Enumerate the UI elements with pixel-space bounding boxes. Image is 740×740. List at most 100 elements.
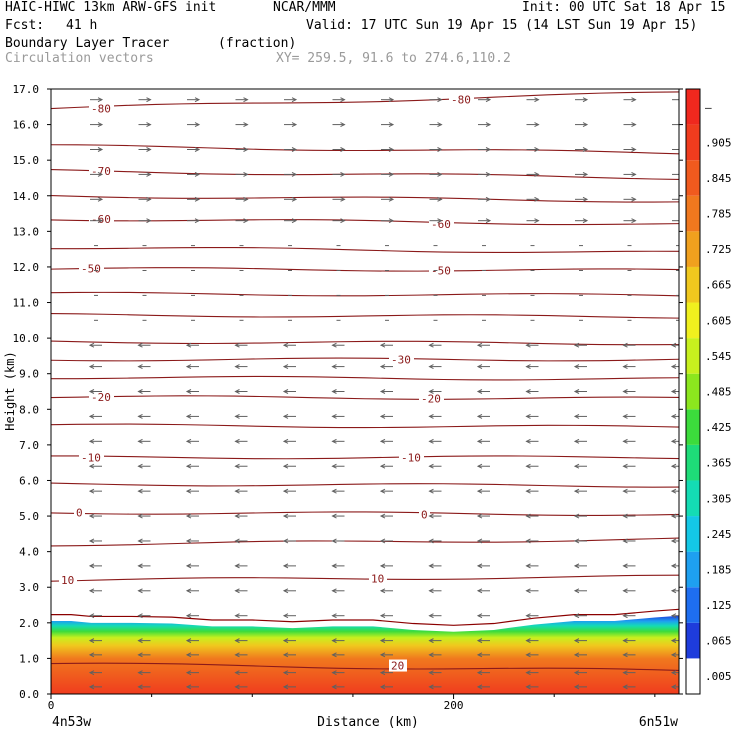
colorbar-label: .545 [705,350,732,363]
wind-vector-head [476,652,483,658]
y-tick-label: 16.0 [13,119,40,132]
wind-vector-head [525,364,531,370]
wind-vector-head [291,147,298,152]
wind-vector-head [525,538,531,544]
wind-vector-head [88,588,95,594]
wind-vector-head [137,670,143,676]
colorbar-swatch [686,160,700,196]
wind-vector-head [185,463,192,469]
wind-vector-head [525,438,531,444]
wind-vector-head [379,463,386,469]
wind-vector-head [97,218,104,224]
isotherm-line [51,423,679,429]
wind-vector-head [331,563,337,569]
wind-vector-head [525,413,531,419]
wind-vector-head [137,438,143,444]
wind-vector-head [137,563,143,569]
wind-vector-head [476,684,483,690]
wind-vector-head [379,513,386,519]
wind-vector-head [525,670,531,676]
wind-vector-head [282,638,289,644]
wind-vector-head [379,364,386,370]
y-tick-label: 12.0 [13,261,40,274]
wind-vector-head [573,684,580,690]
wind-vector-head [631,122,637,128]
wind-vector-head [573,613,580,619]
isotherm-label-bg [89,102,114,115]
wind-vector-head [88,652,95,658]
isotherm-label-bg [429,218,454,231]
wind-vector-head [476,513,483,519]
y-axis-label: Height (km) [3,351,17,430]
y-tick-label: 6.0 [19,474,39,487]
wind-vector-head [525,488,531,494]
wind-vector-head [670,463,677,469]
wind-vector-head [234,364,240,370]
wind-vector-head [485,218,492,224]
plot-frame [50,88,680,695]
wind-vector-head [88,638,95,644]
isotherm-label-bg [389,353,414,366]
wind-vector-head [97,147,104,152]
colorbar: .005 .065 .125 .185 .245 .305 .365 .425 .485 .545… [685,88,732,695]
wind-vector-head [622,588,628,594]
y-tick-label: 8.0 [19,403,39,416]
wind-vector-head [476,613,483,619]
isotherm-line [51,482,679,488]
tracer-shading [51,615,679,694]
wind-vector-head [88,413,95,419]
wind-vector-head [340,97,346,103]
wind-vector-head [340,218,346,224]
x-tick-label: 200 [444,699,464,712]
wind-vector-head [185,613,192,619]
wind-vector-head [573,638,580,644]
wind-vector-head [185,563,192,569]
wind-vector-head [185,413,192,419]
wind-vector-head [331,463,337,469]
wind-vector-head [525,389,531,394]
wind-vector-head [331,670,337,676]
colorbar-swatch [686,551,700,588]
wind-vector-head [185,638,192,644]
colorbar-label: .005 [705,670,732,683]
wind-vector-head [243,218,249,224]
wind-vector-head [437,122,443,128]
colorbar-swatch [686,622,700,659]
wind-vector-head [194,171,201,177]
colorbar-label: .605 [705,314,732,327]
wind-vector-head [525,652,531,658]
isotherm-label-bg [89,390,114,403]
colorbar-label: .125 [705,599,732,612]
wind-vector-head [670,563,677,569]
wind-vector-head [234,638,240,644]
wind-vector-head [428,670,434,676]
wind-vector-head [379,670,386,676]
wind-vector-head [185,364,192,370]
isotherm-label: -80 [451,94,471,107]
wind-vector-head [137,463,143,469]
wind-vector-head [525,588,531,594]
wind-vector-head [670,389,677,394]
wind-vector-head [88,463,95,469]
isotherm-label-bg [449,93,474,106]
wind-vector-head [388,147,395,152]
wind-vector-head [573,670,580,676]
wind-vector-head [291,171,298,177]
isotherm-label: 0 [421,508,428,521]
xy-label: XY= 259.5, 91.6 to 274.6,110.2 [276,51,511,66]
wind-vector-head [331,613,337,619]
wind-vector-head [282,342,289,348]
wind-vector-head [185,538,192,544]
wind-vector-head [525,684,531,690]
isotherm-label: -20 [421,393,441,406]
wind-vector-head [146,122,152,128]
wind-vector-head [185,588,192,594]
wind-vector-head [137,389,143,394]
wind-vector-head [428,389,434,394]
isotherm-label-bg [89,212,114,225]
wind-vector-head [379,684,386,690]
wind-vector-head [428,652,434,658]
x-axis: 0 200 [48,694,656,712]
y-tick-label: 9.0 [19,368,39,381]
wind-vector-head [282,684,289,690]
